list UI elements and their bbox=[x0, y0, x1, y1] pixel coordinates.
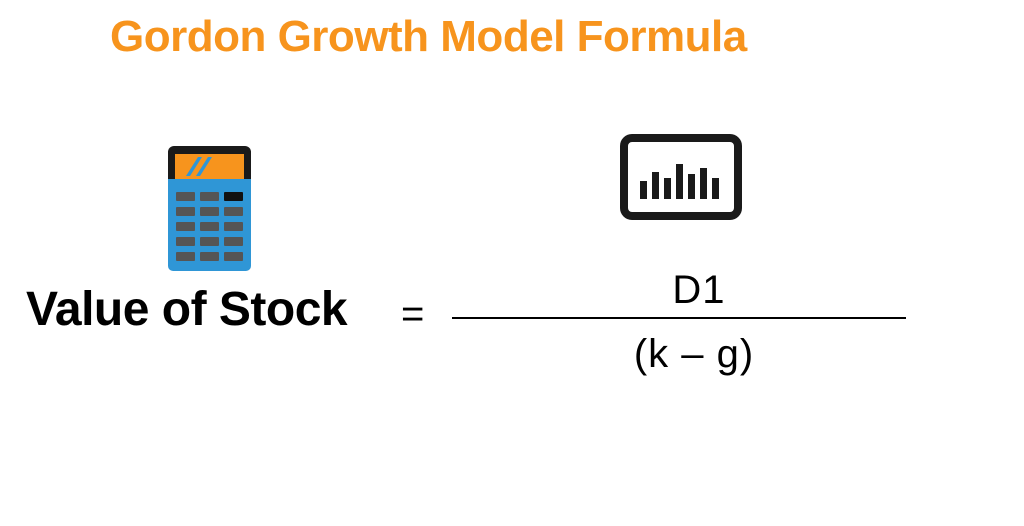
equals-sign: = bbox=[401, 292, 425, 336]
bar-chart-monitor-icon bbox=[620, 134, 742, 220]
fraction-bar bbox=[452, 317, 906, 319]
formula-numerator: D1 bbox=[672, 268, 726, 312]
formula-denominator: (k – g) bbox=[633, 332, 755, 376]
calculator-icon bbox=[168, 146, 251, 271]
formula-lhs: Value of Stock bbox=[26, 283, 348, 336]
page-title: Gordon Growth Model Formula bbox=[110, 12, 747, 61]
